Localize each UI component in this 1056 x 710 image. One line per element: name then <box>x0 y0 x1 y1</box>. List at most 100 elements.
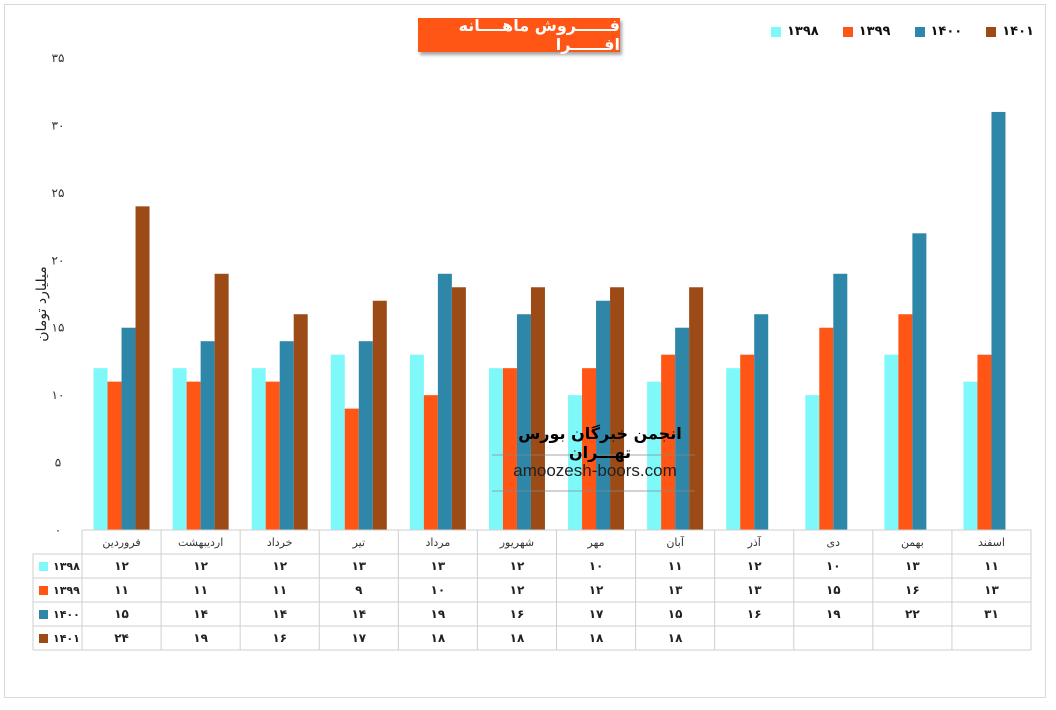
table-cell-value: ۱۱ <box>984 559 999 573</box>
bar-۱۴۰۰-1 <box>200 341 215 530</box>
bar-۱۴۰۰-7 <box>675 327 690 530</box>
bar-۱۴۰۰-5 <box>516 314 531 530</box>
table-cell-value: ۱۶ <box>905 583 920 597</box>
table-cell-value: ۱۹ <box>193 631 208 645</box>
table-series-label: ۱۴۰۰ <box>53 608 80 621</box>
table-cell-value: ۱۴ <box>351 607 366 621</box>
table-cell-value: ۱۶ <box>747 607 762 621</box>
legend: ۱۳۹۸ ۱۳۹۹ ۱۴۰۰ ۱۴۰۱ <box>771 24 1034 39</box>
y-tick-label: ۳۰ <box>52 118 65 132</box>
bar-۱۳۹۸-2 <box>251 368 266 530</box>
watermark-url: amoozesh-boors.com <box>513 461 677 480</box>
table-cell-value: ۱۱ <box>272 583 287 597</box>
table-series-label: ۱۴۰۱ <box>53 632 80 645</box>
table-cell-value: ۱۳ <box>747 583 762 597</box>
bar-۱۳۹۹-7 <box>661 354 676 530</box>
category-label: آبان <box>666 535 684 549</box>
table-cell-value: ۱۱ <box>114 583 129 597</box>
table-cell-value: ۱۸ <box>589 631 604 645</box>
category-label: خرداد <box>267 536 293 549</box>
y-tick-label: ۱۵ <box>52 321 65 335</box>
table-cell-value: ۱۲ <box>193 559 208 573</box>
table-cell-value: ۱۸ <box>431 631 446 645</box>
bar-۱۳۹۹-5 <box>502 368 517 530</box>
category-label: مهر <box>587 536 605 549</box>
table-series-label: ۱۳۹۸ <box>53 560 80 573</box>
y-tick-label: ۵ <box>55 456 61 470</box>
table-cell-value: ۱۳ <box>431 559 446 573</box>
table-cell-value: ۱۸ <box>668 631 683 645</box>
bar-۱۳۹۹-6 <box>582 368 597 530</box>
legend-item-1398: ۱۳۹۸ <box>771 24 819 39</box>
y-tick-label: ۱۰ <box>52 388 65 402</box>
table-legend-swatch <box>39 562 48 571</box>
table-cell-value: ۱۵ <box>114 607 129 621</box>
legend-label-1400: ۱۴۰۰ <box>930 24 963 39</box>
bar-۱۴۰۱-3 <box>372 300 387 530</box>
table-cell-value: ۱۳ <box>668 583 683 597</box>
bar-۱۴۰۰-2 <box>279 341 294 530</box>
table-cell-value: ۱۰ <box>826 559 841 573</box>
legend-item-1401: ۱۴۰۱ <box>986 24 1034 39</box>
y-tick-label: ۲۵ <box>52 186 65 200</box>
legend-label-1399: ۱۳۹۹ <box>858 24 891 39</box>
bar-۱۳۹۸-11 <box>963 381 978 530</box>
table-cell-value: ۱۳ <box>351 559 366 573</box>
legend-swatch-1400 <box>914 26 925 37</box>
table-cell-value: ۱۲ <box>747 559 762 573</box>
table-cell-value: ۲۲ <box>905 607 920 621</box>
bar-۱۳۹۹-4 <box>423 395 438 530</box>
table-legend-swatch <box>39 634 48 643</box>
watermark-title: انجمن خبرگان بورس تهـــران <box>518 424 682 462</box>
bar-۱۳۹۸-5 <box>488 368 503 530</box>
legend-label-1398: ۱۳۹۸ <box>787 24 819 39</box>
legend-swatch-1399 <box>842 26 853 37</box>
bar-۱۳۹۸-0 <box>93 368 108 530</box>
bar-۱۳۹۹-2 <box>265 381 280 530</box>
table-cell-value: ۱۵ <box>826 583 841 597</box>
bar-۱۳۹۹-8 <box>740 354 755 530</box>
bar-۱۳۹۹-3 <box>344 408 359 530</box>
table-cell-value: ۱۷ <box>589 607 604 621</box>
table-cell-value: ۱۷ <box>351 631 366 645</box>
table-cell-value: ۳۱ <box>984 607 999 621</box>
category-label: آذر <box>747 535 762 549</box>
table-cell-value: ۱۳ <box>905 559 920 573</box>
bar-۱۳۹۸-10 <box>884 354 899 530</box>
bar-۱۴۰۰-3 <box>358 341 373 530</box>
chart-title: فــــــروش ماهــــانه افــــــرا <box>418 16 620 54</box>
bar-۱۴۰۱-5 <box>530 287 545 530</box>
category-label: شهریور <box>499 536 534 549</box>
table-cell-value: ۱۰ <box>431 583 446 597</box>
table-cell-value: ۲۴ <box>114 631 129 645</box>
y-tick-label: ۳۵ <box>52 51 65 65</box>
table-cell-value: ۱۲ <box>510 583 525 597</box>
bar-۱۴۰۰-8 <box>754 314 769 530</box>
chart-frame <box>4 4 1046 698</box>
category-label: اردیبهشت <box>178 536 223 549</box>
bar-۱۳۹۹-10 <box>898 314 913 530</box>
table-cell-value: ۱۶ <box>272 631 287 645</box>
table-legend-swatch <box>39 586 48 595</box>
legend-item-1400: ۱۴۰۰ <box>914 24 963 39</box>
bar-۱۴۰۱-4 <box>451 287 466 530</box>
table-cell-value: ۱۸ <box>510 631 525 645</box>
bar-۱۳۹۸-3 <box>330 354 345 530</box>
table-cell-value: ۱۰ <box>589 559 604 573</box>
category-label: فروردین <box>102 536 140 549</box>
category-label: تیر <box>352 536 365 549</box>
category-label: بهمن <box>901 536 924 549</box>
legend-swatch-1398 <box>771 26 781 37</box>
category-label: مرداد <box>425 536 450 549</box>
table-cell-value: ۱۲ <box>510 559 525 573</box>
table-cell-value: ۱۹ <box>431 607 446 621</box>
bar-۱۳۹۹-1 <box>186 381 201 530</box>
bar-۱۳۹۸-8 <box>726 368 741 530</box>
category-label: دی <box>827 536 841 549</box>
table-cell-value: ۱۶ <box>510 607 525 621</box>
legend-swatch-1401 <box>986 26 997 37</box>
bar-۱۴۰۰-4 <box>437 273 452 530</box>
table-cell-value: ۱۵ <box>668 607 683 621</box>
table-series-label: ۱۳۹۹ <box>53 584 80 597</box>
